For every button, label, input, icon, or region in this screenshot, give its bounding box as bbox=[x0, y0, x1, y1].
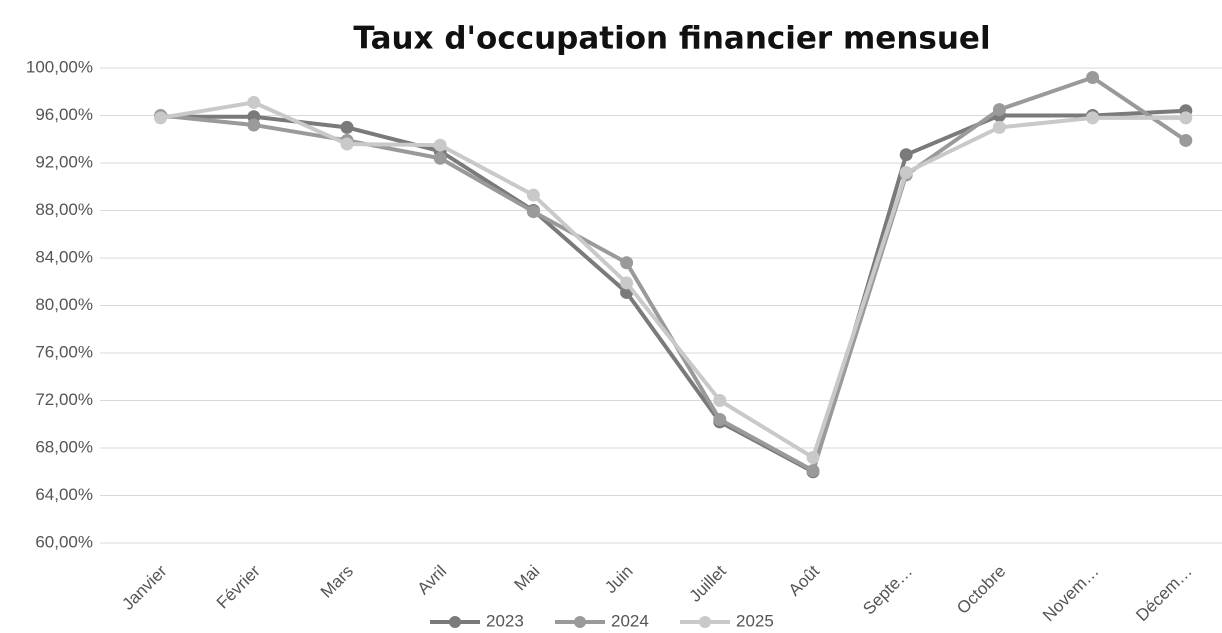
y-tick-label: 96,00% bbox=[35, 105, 93, 124]
x-tick-label: Septe… bbox=[859, 562, 916, 619]
marker bbox=[713, 413, 727, 426]
chart-title: Taux d'occupation financier mensuel bbox=[353, 21, 990, 57]
legend-marker bbox=[699, 616, 711, 628]
marker bbox=[340, 120, 354, 134]
legend-item: 2023 bbox=[430, 611, 524, 630]
y-tick-label: 60,00% bbox=[35, 532, 93, 551]
marker bbox=[806, 464, 820, 478]
marker bbox=[899, 166, 913, 179]
marker bbox=[992, 120, 1006, 134]
marker bbox=[526, 188, 540, 202]
marker bbox=[247, 118, 261, 132]
x-tick-label: Août bbox=[785, 561, 823, 599]
marker bbox=[526, 205, 540, 219]
x-tick-label: Octobre bbox=[953, 562, 1009, 618]
marker bbox=[806, 451, 820, 464]
marker bbox=[899, 148, 913, 162]
marker bbox=[247, 95, 261, 109]
x-tick-label: Juillet bbox=[686, 561, 730, 605]
legend-item: 2024 bbox=[555, 611, 649, 630]
y-tick-label: 64,00% bbox=[35, 485, 93, 504]
marker bbox=[992, 103, 1006, 117]
marker bbox=[620, 256, 634, 270]
x-tick-label: Avril bbox=[414, 562, 451, 599]
series-line bbox=[160, 108, 1186, 474]
legend-marker bbox=[449, 616, 461, 628]
y-tick-label: 68,00% bbox=[35, 437, 93, 456]
marker bbox=[433, 138, 447, 152]
x-tick-label: Novem… bbox=[1039, 562, 1103, 626]
series-line bbox=[160, 75, 1187, 473]
y-tick-label: 92,00% bbox=[35, 152, 93, 171]
y-tick-label: 72,00% bbox=[35, 390, 93, 409]
x-tick-label: Janvier bbox=[118, 561, 170, 613]
marker bbox=[433, 151, 447, 165]
marker bbox=[1179, 111, 1193, 125]
legend-label: 2024 bbox=[611, 611, 649, 630]
legend-item: 2025 bbox=[680, 611, 774, 630]
y-tick-label: 88,00% bbox=[35, 200, 93, 219]
legend-label: 2023 bbox=[486, 611, 524, 630]
legend-marker bbox=[574, 616, 586, 628]
x-tick-label: Mars bbox=[317, 562, 357, 602]
x-tick-label: Février bbox=[213, 561, 264, 612]
x-tick-label: Mai bbox=[511, 562, 544, 595]
marker bbox=[1086, 71, 1100, 84]
marker bbox=[340, 137, 354, 151]
marker bbox=[620, 276, 634, 290]
marker bbox=[1086, 111, 1100, 125]
series-line bbox=[160, 100, 1186, 460]
y-tick-label: 80,00% bbox=[35, 295, 93, 314]
x-tick-label: Décem… bbox=[1132, 562, 1196, 626]
y-tick-label: 76,00% bbox=[35, 342, 93, 361]
y-tick-label: 100,00% bbox=[26, 57, 93, 76]
marker bbox=[154, 111, 168, 125]
marker bbox=[713, 394, 727, 407]
y-tick-label: 84,00% bbox=[35, 247, 93, 266]
x-tick-label: Juin bbox=[601, 562, 636, 597]
marker bbox=[1179, 133, 1193, 147]
legend-label: 2025 bbox=[736, 611, 774, 630]
